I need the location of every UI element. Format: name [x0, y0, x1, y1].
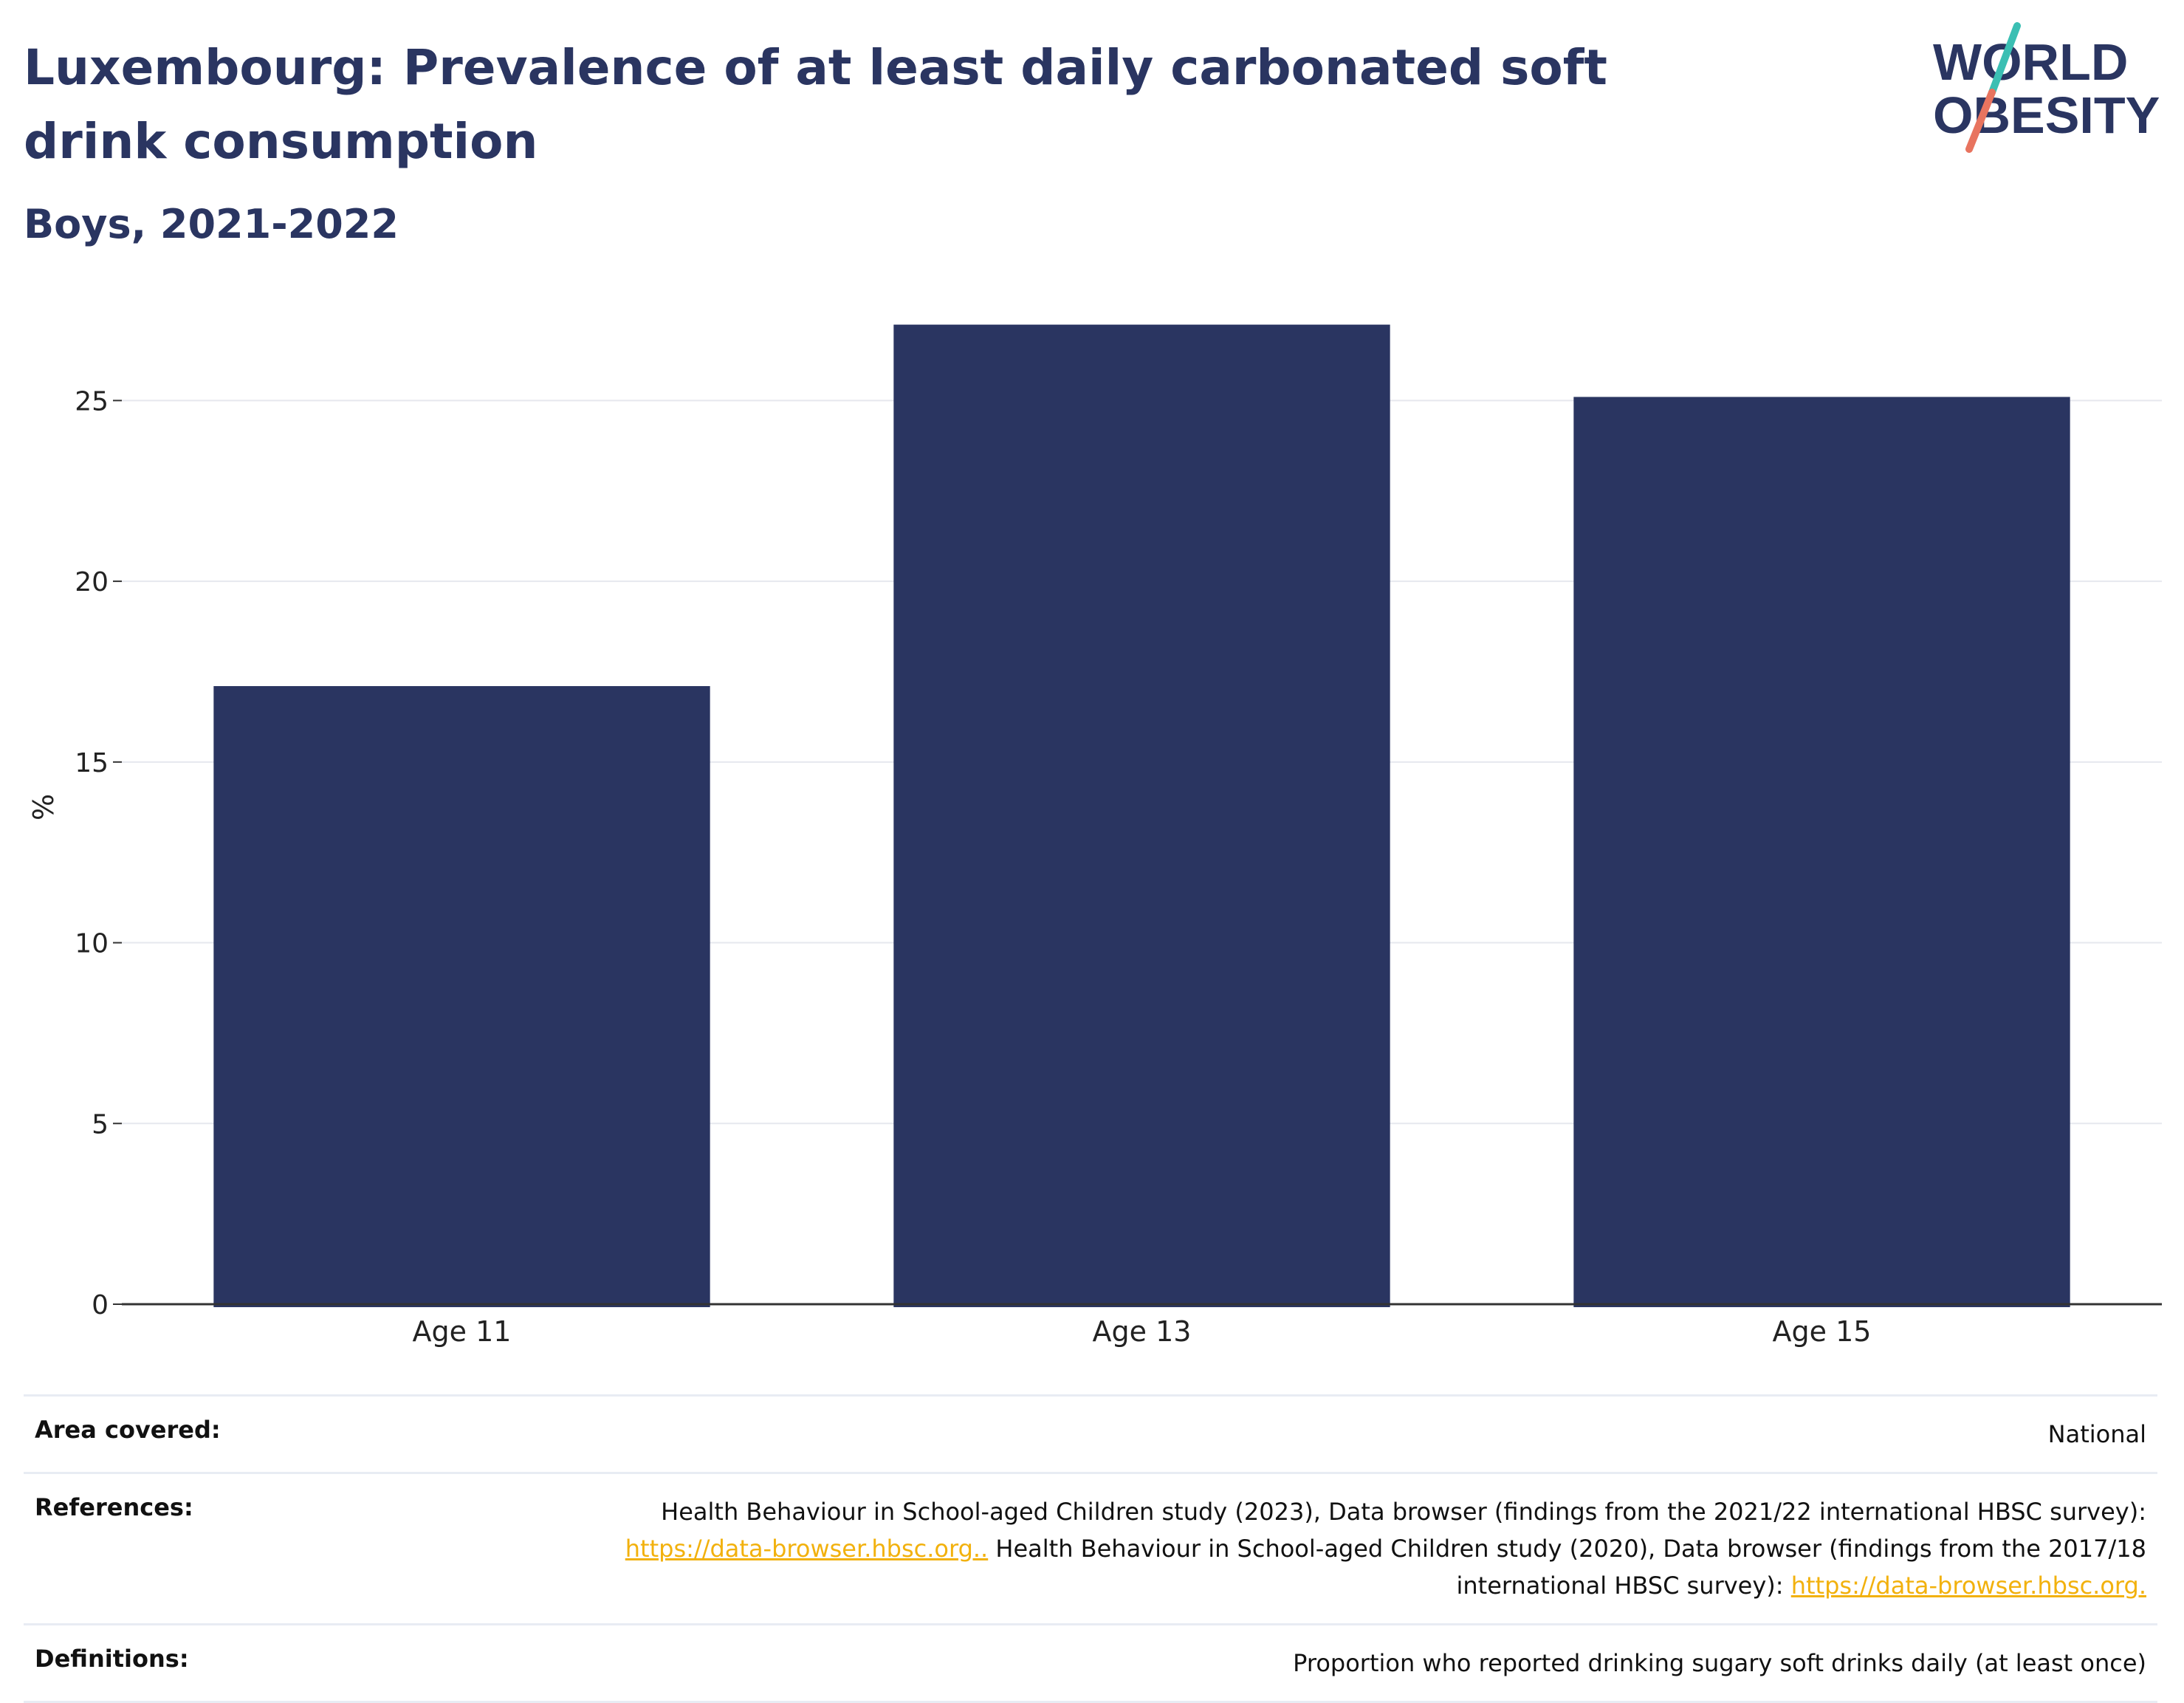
x-tick-label: Age 11	[413, 1315, 512, 1348]
logo-slash-teal	[1988, 22, 2021, 96]
area-row: Area covered: National	[24, 1394, 2157, 1472]
logo-line2: OBESITY	[1933, 86, 2160, 144]
area-value: National	[2047, 1420, 2146, 1448]
bar	[213, 686, 710, 1307]
references-value: Health Behaviour in School-aged Children…	[625, 1493, 2146, 1604]
chart-title: Luxembourg: Prevalence of at least daily…	[24, 39, 1607, 170]
area-label: Area covered:	[35, 1416, 221, 1444]
bar-chart: 0 5 10 15 20 25% Age 11 Age 13 Age 15	[27, 324, 2162, 1348]
y-tick-label: 10	[75, 929, 109, 959]
y-tick-label: 5	[92, 1109, 109, 1140]
x-tick-label: Age 15	[1773, 1315, 1872, 1348]
reference-link-2[interactable]: https://data-browser.hbsc.org.	[1790, 1572, 2146, 1600]
reference-text-1: Health Behaviour in School-aged Children…	[661, 1498, 2146, 1526]
bar	[1573, 397, 2070, 1307]
metadata-table: Area covered: National References: Healt…	[24, 1394, 2157, 1703]
definitions-row: Definitions: Proportion who reported dri…	[24, 1623, 2157, 1703]
y-tick-label: 0	[92, 1290, 109, 1320]
reference-text-2: Health Behaviour in School-aged Children…	[988, 1535, 2146, 1563]
world-obesity-logo: WORLD OBESITY	[1933, 22, 2160, 153]
y-tick-label: 20	[75, 567, 109, 597]
bar	[893, 324, 1390, 1308]
chart-subtitle: Boys, 2021-2022	[24, 201, 399, 247]
references-row: References: Health Behaviour in School-a…	[24, 1472, 2157, 1623]
logo-line1: WORLD	[1933, 33, 2128, 91]
definitions-value: Proportion who reported drinking sugary …	[1293, 1649, 2146, 1677]
y-tick-label: 25	[75, 386, 109, 417]
definitions-label: Definitions:	[35, 1645, 189, 1673]
x-tick-label: Age 13	[1093, 1315, 1192, 1348]
y-axis-title: %	[27, 794, 60, 820]
reference-text-3: international HBSC survey):	[1456, 1572, 1791, 1600]
logo-slash-coral	[1965, 89, 1996, 153]
y-tick-label: 15	[75, 748, 109, 778]
reference-link-1[interactable]: https://data-browser.hbsc.org..	[625, 1535, 989, 1563]
references-label: References:	[35, 1493, 193, 1521]
